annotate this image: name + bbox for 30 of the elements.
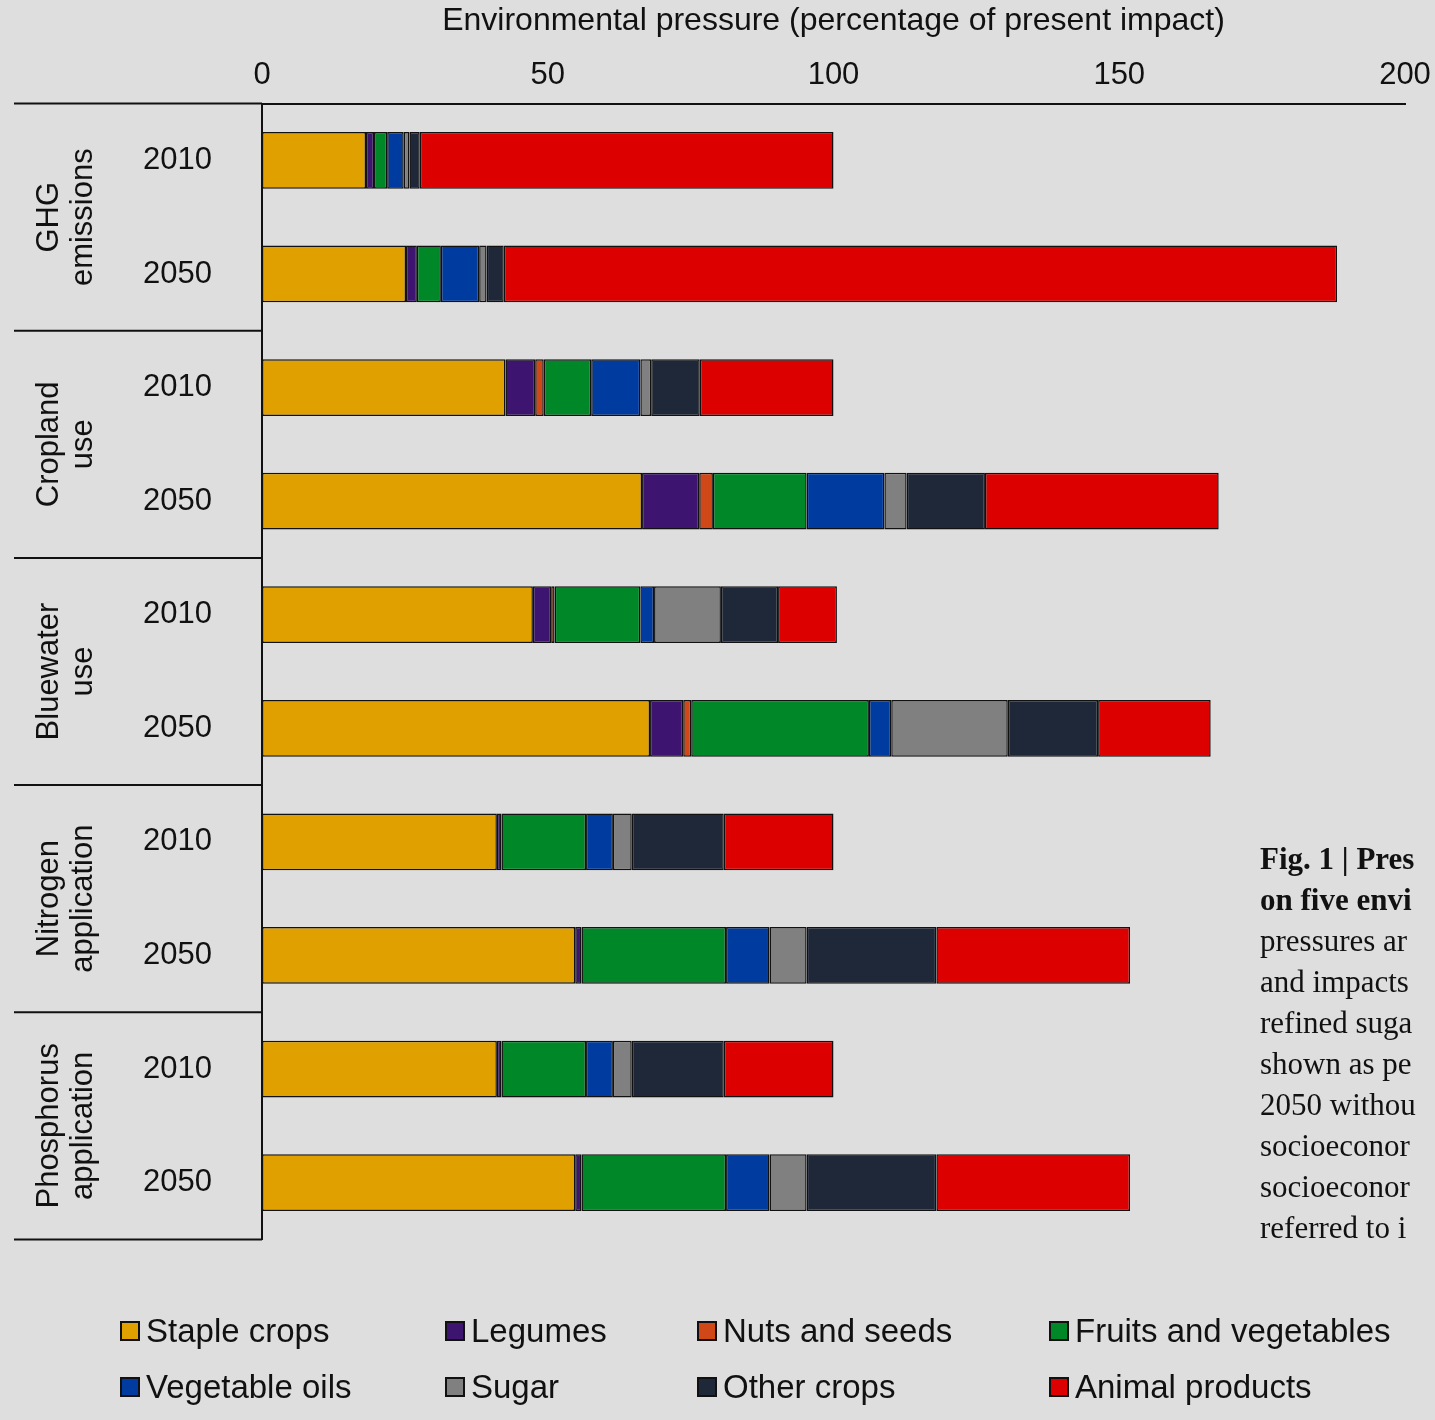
text: Phosphorus application	[29, 1043, 99, 1209]
text: GHG emissions	[29, 148, 99, 287]
text: Bluewater use	[29, 602, 99, 741]
y-tick-label: 2010	[143, 368, 212, 404]
text: Nitrogen application	[29, 824, 99, 973]
y-tick-label: 2050	[143, 936, 212, 971]
x-axis-title: Environmental pressure (percentage of present impact)	[442, 1, 1225, 38]
y-tick-label: 2010	[143, 140, 212, 176]
legend-label: Sugar	[471, 1368, 560, 1406]
x-tick-label: 150	[1093, 55, 1146, 91]
y-tick-label: 2050	[143, 254, 212, 290]
x-tick-label: 50	[530, 55, 565, 91]
y-tick-label: 2050	[143, 1163, 212, 1199]
legend-label: Other crops	[723, 1368, 896, 1406]
legend-label: Legumes	[471, 1312, 607, 1350]
legend-label: Vegetable oils	[146, 1368, 352, 1406]
legend-label: Fruits and vegetables	[1075, 1312, 1391, 1350]
y-tick-label: 2010	[143, 1049, 212, 1085]
legend-label: Nuts and seeds	[723, 1312, 953, 1350]
x-tick-label: 100	[807, 55, 860, 91]
legend-label: Animal products	[1075, 1368, 1312, 1406]
x-tick-label: 0	[253, 55, 271, 91]
y-tick-label: 2050	[143, 708, 212, 744]
y-tick-label: 2050	[143, 481, 212, 517]
legend-label: Staple crops	[146, 1312, 330, 1350]
text: Cropland use	[29, 381, 99, 508]
y-tick-label: 2010	[143, 822, 212, 858]
x-tick-label: 200	[1379, 55, 1431, 91]
annotation: pressures ar and impacts refined suga shown as pe 2050 withou socioeconor socioeconor referred to i	[1260, 922, 1416, 1247]
y-tick-label: 2010	[143, 595, 212, 631]
